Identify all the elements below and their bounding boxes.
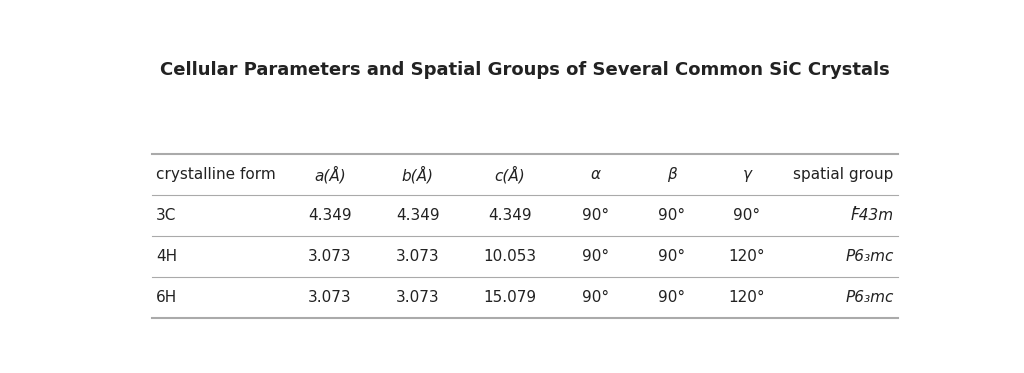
- Text: 3.073: 3.073: [396, 249, 439, 264]
- Text: α: α: [591, 167, 601, 182]
- Text: 120°: 120°: [729, 290, 765, 305]
- Text: 4H: 4H: [156, 249, 177, 264]
- Text: 90°: 90°: [583, 290, 609, 305]
- Text: crystalline form: crystalline form: [156, 167, 275, 182]
- Text: 3.073: 3.073: [308, 290, 351, 305]
- Text: spatial group: spatial group: [794, 167, 894, 182]
- Text: 120°: 120°: [729, 249, 765, 264]
- Text: 4.349: 4.349: [488, 208, 531, 223]
- Text: 90°: 90°: [733, 208, 761, 223]
- Text: 90°: 90°: [657, 249, 685, 264]
- Text: 90°: 90°: [583, 249, 609, 264]
- Text: 4.349: 4.349: [396, 208, 439, 223]
- Text: 6H: 6H: [156, 290, 177, 305]
- Text: P6₃mc: P6₃mc: [846, 290, 894, 305]
- Text: Cellular Parameters and Spatial Groups of Several Common SiC Crystals: Cellular Parameters and Spatial Groups o…: [160, 60, 890, 79]
- Text: 90°: 90°: [657, 208, 685, 223]
- Text: 4.349: 4.349: [308, 208, 351, 223]
- Text: β: β: [667, 167, 677, 182]
- Text: b(Å): b(Å): [402, 166, 434, 183]
- Text: 3.073: 3.073: [308, 249, 351, 264]
- Text: 10.053: 10.053: [483, 249, 537, 264]
- Text: 3.073: 3.073: [396, 290, 439, 305]
- Text: a(Å): a(Å): [314, 166, 346, 183]
- Text: 90°: 90°: [583, 208, 609, 223]
- Text: γ: γ: [742, 167, 752, 182]
- Text: 90°: 90°: [657, 290, 685, 305]
- Text: 15.079: 15.079: [483, 290, 537, 305]
- Text: 3C: 3C: [156, 208, 176, 223]
- Text: P6₃mc: P6₃mc: [846, 249, 894, 264]
- Text: F̓43m: F̓43m: [851, 208, 894, 223]
- Text: c(Å): c(Å): [495, 166, 525, 183]
